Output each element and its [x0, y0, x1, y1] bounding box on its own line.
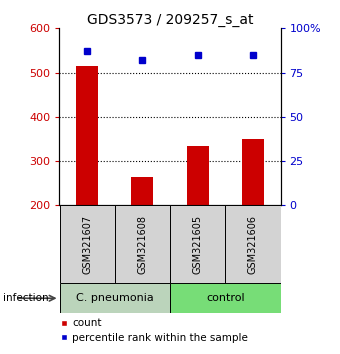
Bar: [59, 283, 170, 313]
Text: infection: infection: [3, 293, 49, 303]
Title: GDS3573 / 209257_s_at: GDS3573 / 209257_s_at: [87, 13, 253, 27]
Bar: [170, 283, 280, 313]
Text: control: control: [206, 293, 244, 303]
Bar: [115, 205, 170, 283]
Text: GSM321605: GSM321605: [193, 215, 203, 274]
Text: C. pneumonia: C. pneumonia: [76, 293, 154, 303]
Text: GSM321607: GSM321607: [82, 215, 92, 274]
Bar: [59, 205, 115, 283]
Legend: count, percentile rank within the sample: count, percentile rank within the sample: [61, 319, 248, 343]
Bar: [242, 139, 264, 205]
Bar: [170, 205, 225, 283]
Bar: [76, 66, 98, 205]
Bar: [187, 145, 209, 205]
Bar: [131, 177, 153, 205]
Text: GSM321608: GSM321608: [137, 215, 147, 274]
Text: GSM321606: GSM321606: [248, 215, 258, 274]
Bar: [225, 205, 280, 283]
